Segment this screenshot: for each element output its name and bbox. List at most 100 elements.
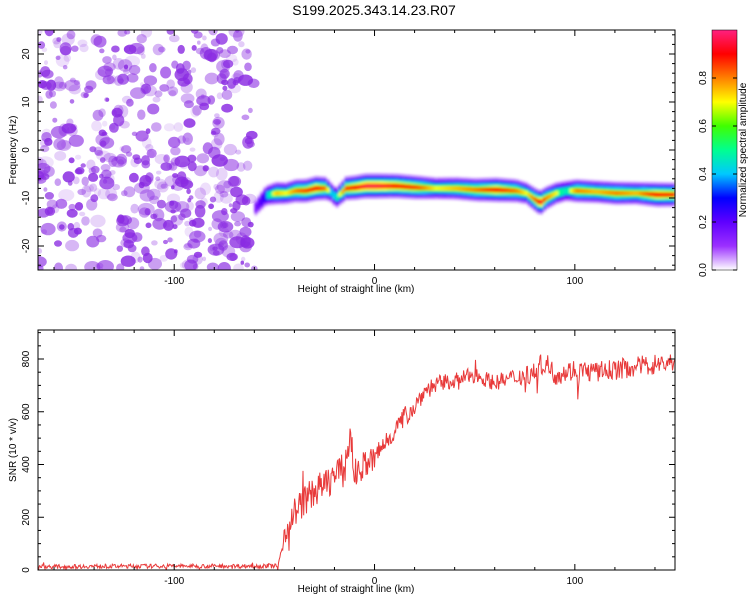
ridge-cell [470,187,474,192]
noise-blob [209,196,217,203]
ridge-cell [416,185,420,190]
noise-blob [177,44,185,54]
ridge-cell [632,191,637,196]
noise-blob [216,47,224,54]
noise-blob [123,239,134,249]
noise-blob [130,87,146,99]
noise-blob [147,103,160,115]
noise-blob [38,95,43,104]
noise-blob [154,90,163,98]
noise-blob [44,192,55,200]
ridge-cell [407,184,411,190]
noise-blob [41,69,54,79]
ridge-cell [554,191,558,196]
noise-blob [74,202,84,211]
noise-blob [218,242,224,248]
noise-blob [160,162,173,171]
noise-blob [228,203,233,208]
ridge-cell [455,186,459,191]
x-tick-label: 0 [372,576,378,587]
noise-blob [79,211,86,217]
noise-blob [63,54,71,62]
noise-blob [149,195,160,205]
noise-blob [220,193,233,204]
noise-blob [58,123,70,137]
ridge-cell [263,191,267,202]
noise-blob [112,109,118,116]
noise-blob [86,235,100,248]
noise-blob [130,251,141,263]
ridge-cell [645,191,649,196]
noise-blob [130,203,139,214]
colorbar-tick-label: 0.4 [698,167,709,181]
noise-blob [208,30,218,36]
noise-blob [61,123,77,134]
ridge-cell [545,195,549,200]
noise-blob [219,190,229,198]
noise-blob [54,262,63,270]
noise-blob [192,263,199,270]
noise-blob [187,198,192,203]
ridge-cell [464,187,468,192]
ridge-cell [479,187,483,192]
noise-blob [93,188,102,197]
ridge-cell [623,191,628,196]
noise-blob [200,197,208,206]
ridge-cell [392,183,396,189]
noise-blob [68,134,84,147]
noise-blob [69,99,75,104]
y-tick-label: -10 [21,190,32,205]
noise-blob [230,186,243,198]
noise-blob [108,155,118,167]
noise-blob [75,154,82,160]
noise-blob [153,213,159,219]
noise-blob [213,232,229,245]
noise-blob [142,252,153,264]
noise-blob [230,208,238,214]
noise-blob [99,48,105,54]
noise-blob [233,30,243,42]
noise-blob [170,215,178,223]
noise-blob [222,85,228,91]
ridge-cell [341,189,345,194]
ridge-cell [539,199,543,205]
ridge-cell [503,188,507,193]
noise-blob [235,149,242,155]
noise-blob [91,165,100,174]
colorbar-ticks: 0.0 0.2 0.4 0.6 0.8 [698,71,737,277]
noise-blob [247,78,260,89]
noise-blob [218,227,230,238]
noise-blob [221,103,234,113]
noise-blob [59,224,65,230]
ridge-cell [572,188,576,193]
ridge-cell [287,190,291,195]
noise-blob [172,173,179,178]
noise-blob [43,187,48,192]
noise-blob [193,230,202,238]
noise-blob [112,184,120,191]
noise-blob [212,246,218,251]
ridge-cell [641,191,646,196]
ridge-cell [374,183,378,189]
noise-blob [65,263,77,270]
ridge-cell [290,189,294,194]
ridge-cell [566,187,570,195]
noise-blob [187,161,197,172]
noise-blob [230,211,245,223]
ridge-cell [308,187,312,192]
y-tick-label: 10 [21,96,32,108]
ridge-cell [449,186,453,191]
noise-blob [180,208,192,218]
ridge-cell [635,191,640,196]
ridge-cell [482,187,486,192]
ridge-cell [551,192,555,197]
ridge-cell [590,189,595,194]
noise-blob [67,223,75,231]
ridge-cell [371,183,375,189]
spectral-ridge [254,173,675,216]
noise-blob [152,96,161,103]
noise-blob [40,145,50,153]
noise-blob [136,34,147,44]
